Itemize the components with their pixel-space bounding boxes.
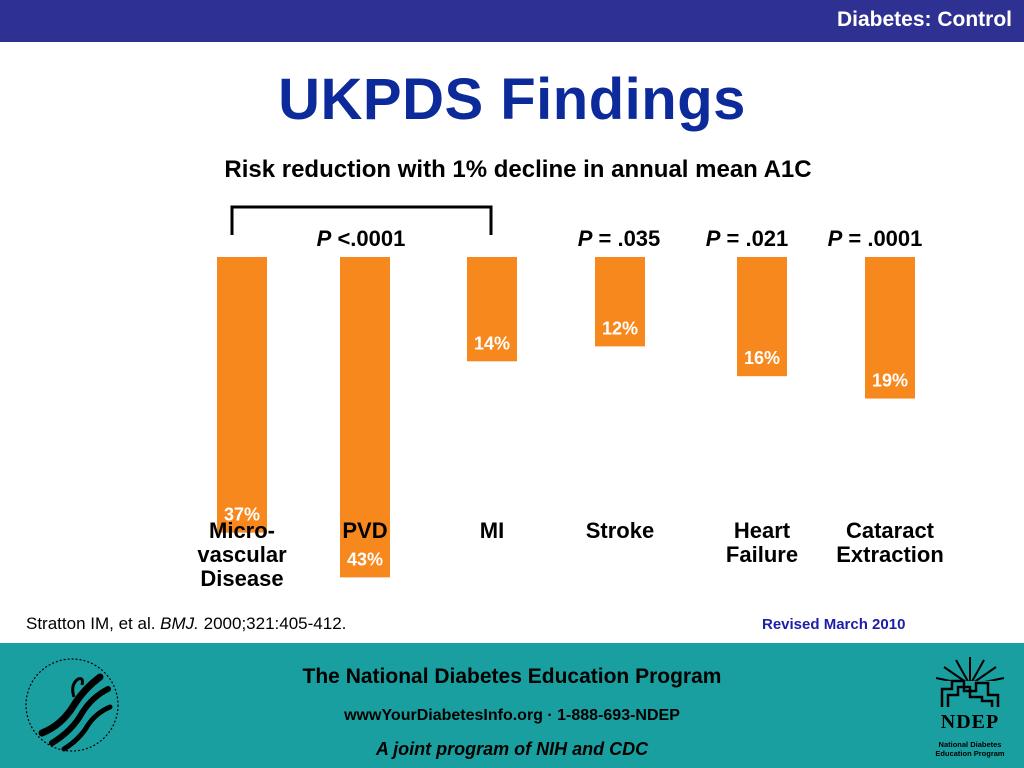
revised-date: Revised March 2010 (762, 616, 906, 633)
footer-contact: wwwYourDiabetesInfo.org · 1-888-693-NDEP (344, 707, 680, 724)
category-label-4: Heart Failure (726, 518, 798, 567)
bar-chart: 37%Micro-vascular Disease 43% PVD 14% MI 12% St… (197, 205, 944, 591)
category-label-2: MI (480, 518, 504, 543)
citation-details: 2000;321:405-412. (198, 614, 347, 633)
p-value-label-0: P <.0001 (317, 226, 406, 251)
p-value-number-2: = .021 (720, 226, 788, 251)
category-label-0-line-1: vascular (197, 542, 287, 567)
p-value-symbol-3: P (828, 226, 843, 251)
chart-subtitle: Risk reduction with 1% decline in annual… (224, 156, 812, 183)
p-value-number-1: = .035 (592, 226, 660, 251)
p-value-number-0: <.0001 (331, 226, 405, 251)
footer-tagline: A joint program of NIH and CDC (375, 739, 649, 759)
ndep-subtitle: National Diabetes Education Program (930, 740, 1010, 758)
p-value-symbol-0: P (317, 226, 332, 251)
bar-1 (340, 257, 390, 578)
category-label-3-line-0: Stroke (586, 518, 654, 543)
bar-4 (737, 257, 787, 377)
p-value-label-2: P = .021 (706, 226, 789, 251)
category-label-0: Micro-vascular Disease (197, 518, 287, 591)
category-label-0-line-0: Micro- (209, 518, 275, 543)
p-value-label-1: P = .035 (578, 226, 661, 251)
bar-2 (467, 257, 517, 362)
slide-title: UKPDS Findings (278, 67, 746, 132)
bar-value-label-3: 12% (602, 318, 638, 338)
bar-5 (865, 257, 915, 399)
bar-value-label-0: 37% (224, 505, 260, 525)
header-bar: Diabetes: Control (0, 0, 1024, 42)
section-label: Diabetes: Control (836, 8, 1012, 31)
category-label-4-line-0: Heart (734, 518, 791, 543)
category-label-4-line-1: Failure (726, 542, 798, 567)
hhs-eagle-seal-icon (25, 658, 119, 752)
citation: Stratton IM, et al. BMJ. 2000;321:405-41… (26, 614, 346, 634)
footer-org-name: The National Diabetes Education Program (302, 665, 722, 688)
ndep-subtitle-line-2: Education Program (935, 749, 1005, 758)
p-value-label-3: P = .0001 (828, 226, 923, 251)
p-value-number-3: = .0001 (842, 226, 922, 251)
bar-value-label-5: 19% (872, 371, 908, 391)
category-label-1-line-0: PVD (342, 518, 387, 543)
category-label-5-line-0: Cataract (846, 518, 935, 543)
bar-3 (595, 257, 645, 347)
p-value-symbol-2: P (706, 226, 721, 251)
ndep-sunrise-icon (935, 657, 1005, 709)
bar-value-label-1: 43% (347, 549, 383, 569)
category-label-2-line-0: MI (480, 518, 504, 543)
bar-value-label-2: 14% (474, 333, 510, 353)
bar-0 (217, 257, 267, 533)
group-bracket (230, 205, 493, 235)
bar-value-label-4: 16% (744, 348, 780, 368)
category-label-5: Cataract Extraction (836, 518, 944, 567)
category-label-1: PVD (342, 518, 387, 543)
ndep-wordmark: NDEP (940, 711, 1000, 733)
category-label-0-line-2: Disease (200, 566, 283, 591)
ndep-subtitle-line-1: National Diabetes (938, 740, 1002, 749)
citation-authors: Stratton IM, et al. (26, 614, 161, 633)
footer-banner: The National Diabetes Education Program … (0, 643, 1024, 768)
category-label-3: Stroke (586, 518, 654, 543)
citation-journal: BMJ. (160, 614, 199, 633)
category-label-5-line-1: Extraction (836, 542, 944, 567)
p-value-symbol-1: P (578, 226, 593, 251)
